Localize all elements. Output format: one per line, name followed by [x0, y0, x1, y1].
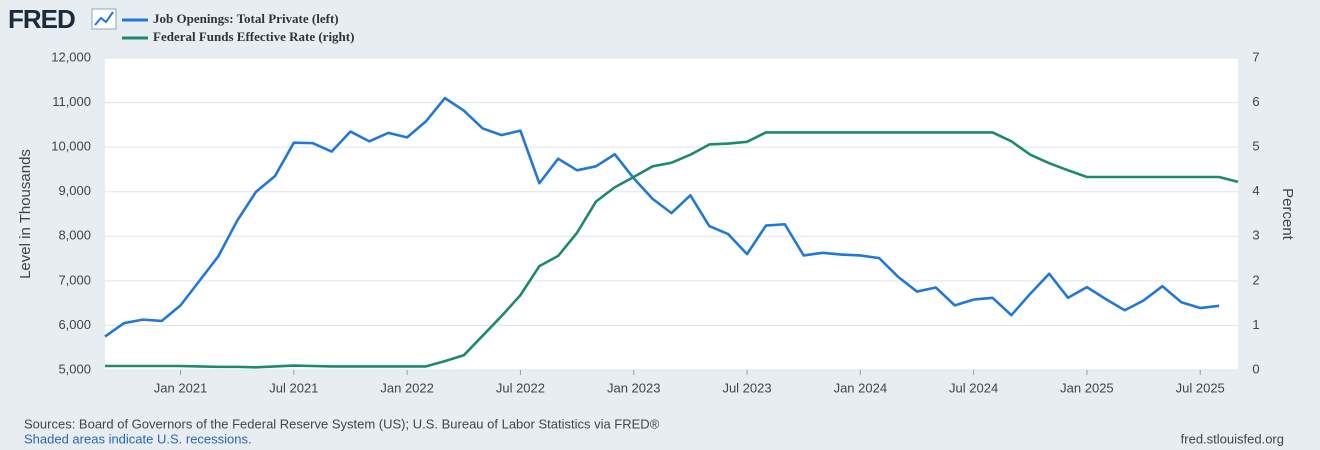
- x-tick-label: Jul 2025: [1176, 380, 1225, 395]
- y2-tick-label: 4: [1252, 183, 1259, 198]
- y-tick-label: 8,000: [58, 228, 91, 243]
- x-tick-label: Jul 2024: [949, 380, 998, 395]
- credit[interactable]: fred.stlouisfed.org: [1181, 431, 1284, 446]
- x-tick-label: Jul 2022: [496, 380, 545, 395]
- y-tick-label: 12,000: [51, 49, 91, 64]
- x-tick-label: Jan 2024: [834, 380, 888, 395]
- y2-tick-label: 5: [1252, 139, 1259, 154]
- logo: FRED: [8, 4, 75, 34]
- y-tick-label: 5,000: [58, 361, 91, 376]
- y2-axis-title: Percent: [1279, 188, 1296, 241]
- x-tick-label: Jan 2023: [607, 380, 661, 395]
- y-tick-label: 10,000: [51, 139, 91, 154]
- y-axis-title: Level in Thousands: [17, 149, 34, 279]
- x-tick-label: Jan 2021: [154, 380, 208, 395]
- recession-note[interactable]: Shaded areas indicate U.S. recessions.: [24, 431, 252, 446]
- x-tick-label: Jul 2023: [722, 380, 771, 395]
- y2-tick-label: 7: [1252, 49, 1259, 64]
- series-line: [104, 96, 1220, 338]
- x-tick-label: Jan 2022: [380, 380, 434, 395]
- y-tick-label: 9,000: [58, 183, 91, 198]
- legend-label: Job Openings: Total Private (left): [153, 11, 339, 26]
- x-tick-label: Jan 2025: [1060, 380, 1114, 395]
- y2-tick-label: 2: [1252, 272, 1259, 287]
- source-note: Sources: Board of Governors of the Feder…: [24, 416, 660, 431]
- legend-label: Federal Funds Effective Rate (right): [153, 29, 354, 44]
- y2-tick-label: 3: [1252, 228, 1259, 243]
- y-tick-label: 6,000: [58, 317, 91, 332]
- y2-tick-label: 1: [1252, 317, 1259, 332]
- series-line: [105, 131, 1239, 369]
- y-tick-label: 7,000: [58, 272, 91, 287]
- x-tick-label: Jul 2021: [269, 380, 318, 395]
- y2-tick-label: 6: [1252, 94, 1259, 109]
- logo-icon: [91, 8, 117, 30]
- y2-tick-label: 0: [1252, 361, 1259, 376]
- y-tick-label: 11,000: [52, 94, 91, 109]
